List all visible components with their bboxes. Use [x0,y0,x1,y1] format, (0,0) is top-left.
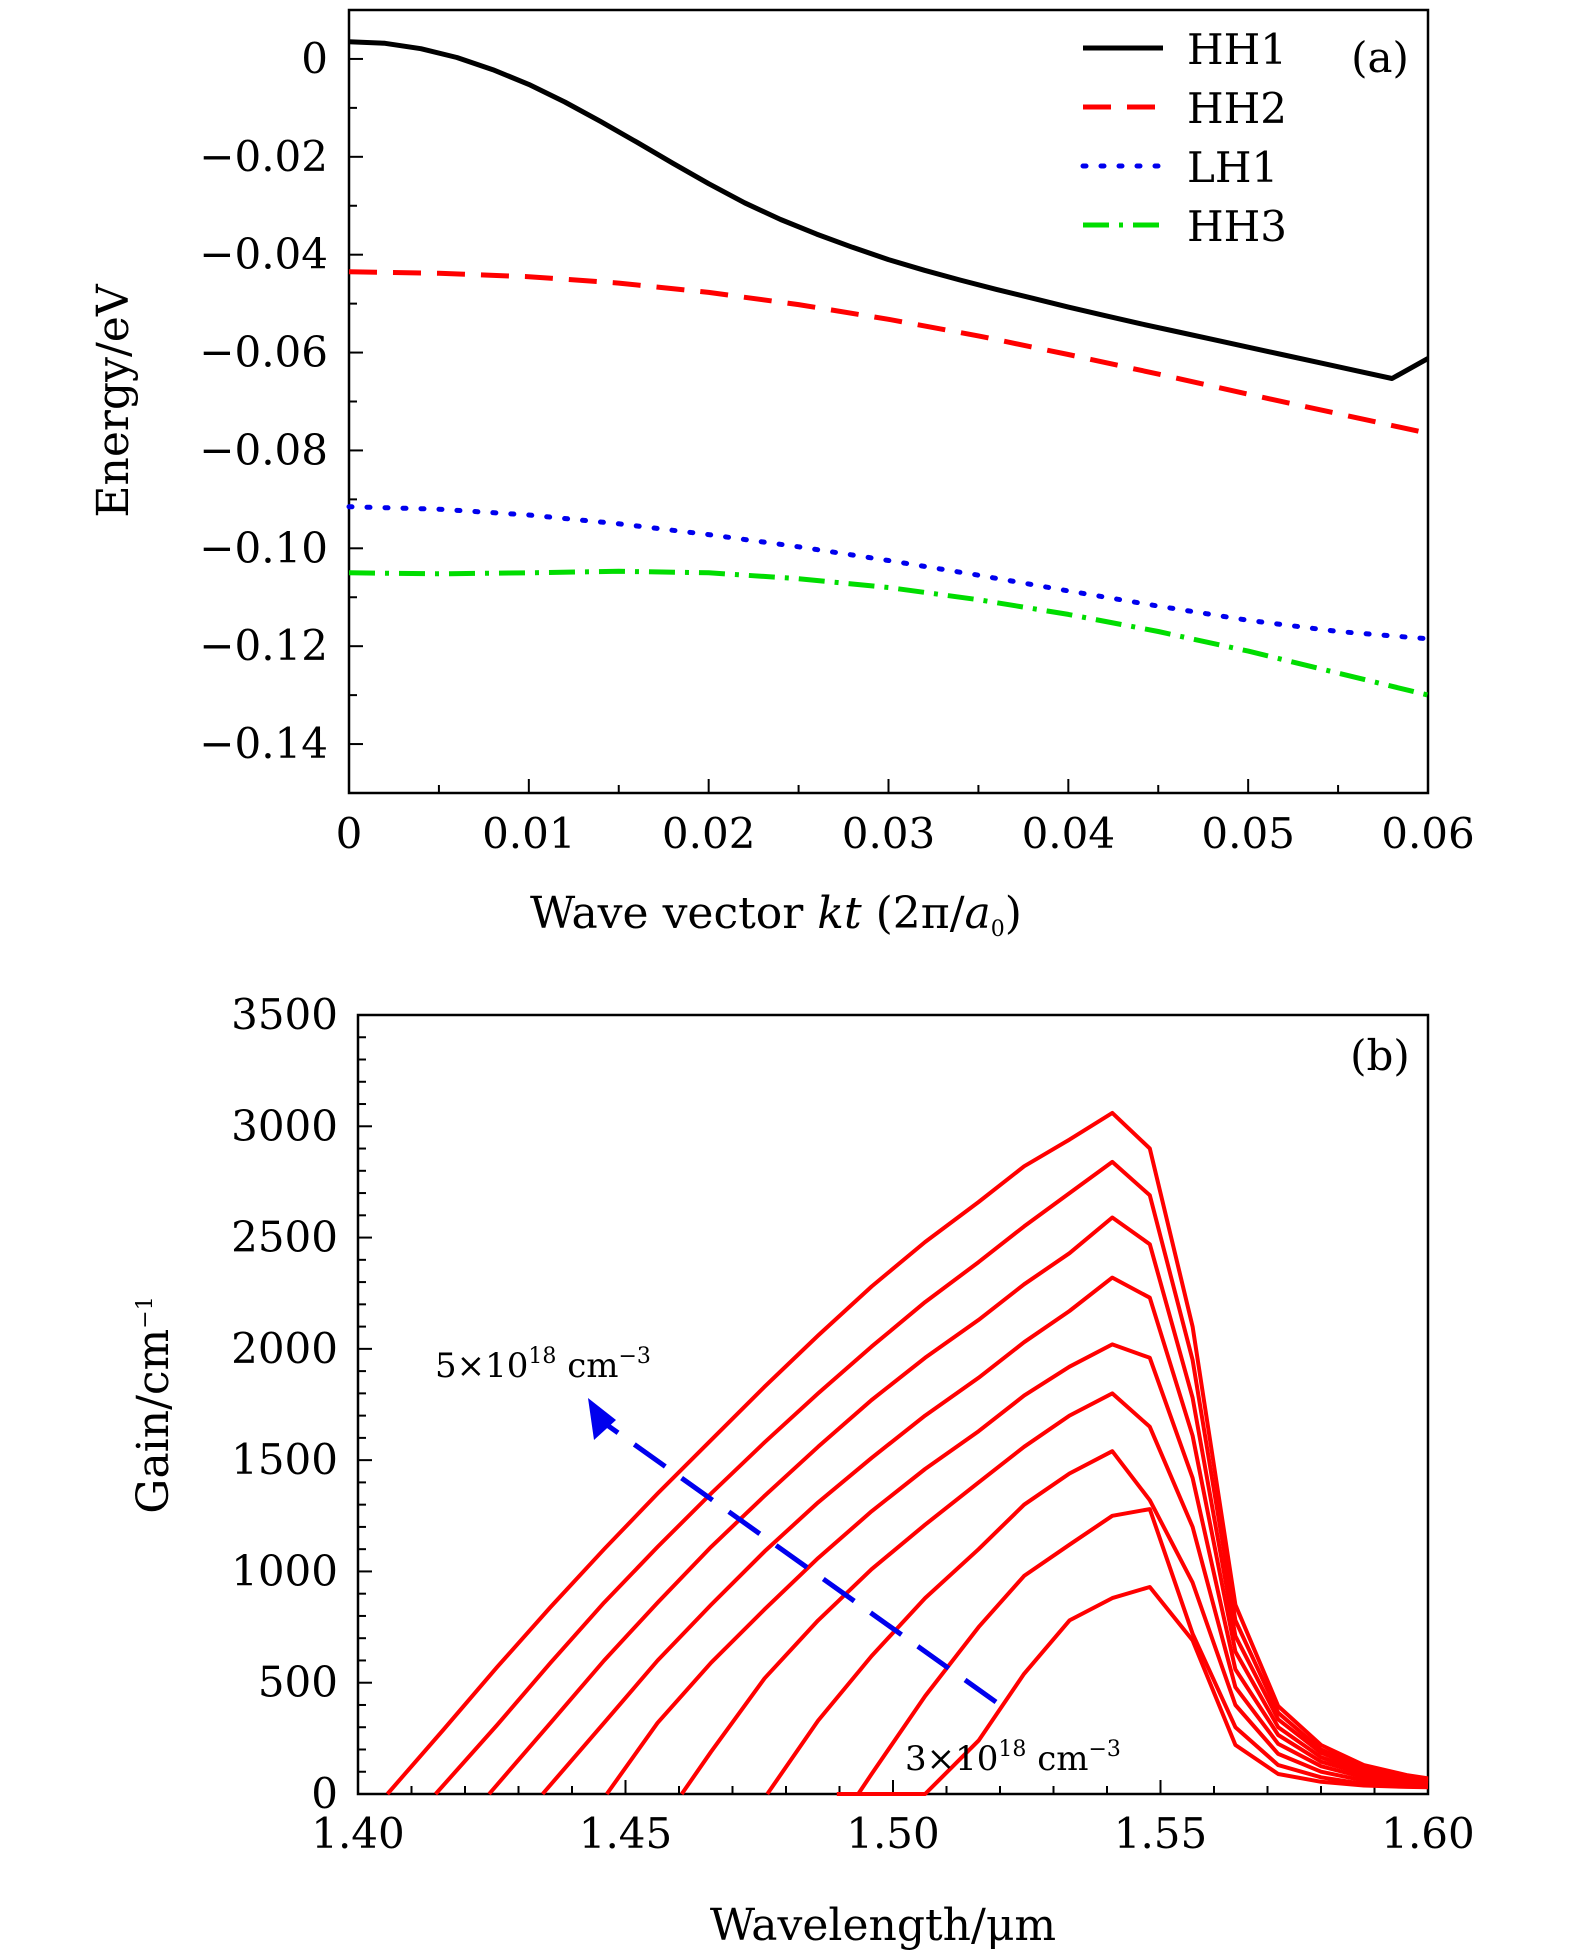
density-arrow-shaft [598,1417,998,1705]
gain-curve-3 [487,1215,1429,1796]
panel-b-y-tick-label: 500 [258,1658,338,1707]
panel-a-label: (a) [1351,33,1409,82]
legend-label-lh1: LH1 [1187,143,1278,192]
annot-high-exp: 18 [528,1344,556,1369]
series-hh2-line [348,269,1429,436]
annot-high-unit: cm [556,1346,618,1386]
panel-a-y-tick-label: 0 [301,34,328,83]
panel-b-y-tick-label: 1500 [231,1435,338,1484]
panel-b-x-tick-label: 1.50 [846,1809,940,1858]
panel-b-y-tick-label: 0 [311,1769,338,1818]
legend-label-hh3: HH3 [1187,202,1287,251]
gain-curve-1 [385,1110,1429,1796]
panel-b-y-axis-title: Gain/cm−1 [128,1296,179,1513]
annot-high-unit-exp: −3 [618,1344,650,1369]
panel-a-legend: HH1 HH2 LH1 HH3 [1080,25,1287,251]
annot-low-unit: cm [1026,1739,1088,1779]
series-lh1-line [346,504,1431,642]
panel-a-x-tick-label: 0.01 [482,809,576,858]
x-title-subscript: 0 [991,917,1005,942]
x-title-sub-var: a [965,888,991,939]
panel-a-x-axis-title: Wave vector kt (2π/a0) [530,888,1022,942]
panel-a-x-tick-label: 0.02 [662,809,756,858]
panel-a-series [346,39,1431,698]
panel-b-gain-plot: 1.40 1.45 1.50 1.55 1.60 0 500 1000 1500 2000 2500… [128,990,1475,1951]
annot-low-base: 3×10 [905,1739,998,1779]
gain-curve-5 [605,1342,1429,1796]
panel-b-x-tick-label: 1.40 [311,1809,405,1858]
panel-b-y-tick-label: 2500 [231,1213,338,1262]
series-hh1-line [348,39,1430,381]
panel-b-y-tick-label: 2000 [231,1324,338,1373]
density-arrow-head [588,1398,616,1440]
x-title-prefix: Wave vector [530,888,817,939]
x-title-suffix: ) [1005,888,1022,939]
panel-a-y-tick-label: −0.04 [199,230,328,279]
panel-a-y-tick-label: −0.08 [199,425,328,474]
panel-a-y-tick-label: −0.02 [199,132,328,181]
panel-b-y-tick-label: 1000 [231,1546,338,1595]
x-title-var: kt [817,888,862,939]
series-hh3-line [348,568,1429,698]
panel-b-x-tick-label: 1.60 [1381,1809,1475,1858]
panel-a-ticks [348,9,1429,794]
panel-a-y-tick-label: −0.14 [199,719,328,768]
panel-b-x-tick-label: 1.45 [579,1809,673,1858]
panel-a-x-tick-label: 0.06 [1381,809,1475,858]
panel-a-y-tick-label: −0.06 [199,328,328,377]
panel-a-tick-labels: 0 0.01 0.02 0.03 0.04 0.05 0.06 0 −0.02 −0.04 −0.0… [199,34,1474,858]
x-title-mid: (2π/ [862,888,965,939]
gain-curve-7 [765,1449,1429,1796]
panel-a-x-tick-label: 0.03 [842,809,936,858]
gain-curve-9 [836,1585,1429,1796]
panel-b-y-tick-label: 3500 [231,990,338,1039]
annot-high-base: 5×10 [435,1346,528,1386]
gain-curve-2 [434,1159,1429,1796]
annotation-high-density: 5×1018 cm−3 [435,1344,651,1386]
panel-a-y-tick-label: −0.12 [199,621,328,670]
gain-curve-4 [541,1275,1429,1796]
y-title-text: Gain/cm [128,1329,179,1514]
panel-a-y-tick-label: −0.10 [199,523,328,572]
panel-a-energy-plot: 0 0.01 0.02 0.03 0.04 0.05 0.06 0 −0.02 −0.04 −0.0… [88,8,1475,942]
panel-b-ticks [357,1014,1429,1795]
gain-curve-8 [856,1507,1429,1796]
panel-b-label: (b) [1350,1031,1410,1080]
panel-b-tick-labels: 1.40 1.45 1.50 1.55 1.60 0 500 1000 1500 2000 2500… [231,990,1475,1858]
y-title-exp: −1 [133,1296,158,1328]
panel-a-x-tick-label: 0.04 [1022,809,1116,858]
panel-b-series [385,1110,1429,1796]
annot-low-exp: 18 [998,1737,1026,1762]
panel-b-x-axis-title: Wavelength/μm [710,1900,1056,1951]
panel-a-x-tick-label: 0.05 [1201,809,1295,858]
panel-a-x-tick-label: 0 [336,809,363,858]
annot-low-unit-exp: −3 [1088,1737,1120,1762]
gain-curve-6 [680,1391,1429,1796]
annotation-low-density: 3×1018 cm−3 [905,1737,1121,1779]
panel-b-y-tick-label: 3000 [231,1101,338,1150]
panel-b-x-tick-label: 1.55 [1114,1809,1208,1858]
legend-label-hh2: HH2 [1187,84,1287,133]
panel-a-y-axis-title: Energy/eV [88,283,139,517]
legend-label-hh1: HH1 [1187,25,1287,74]
